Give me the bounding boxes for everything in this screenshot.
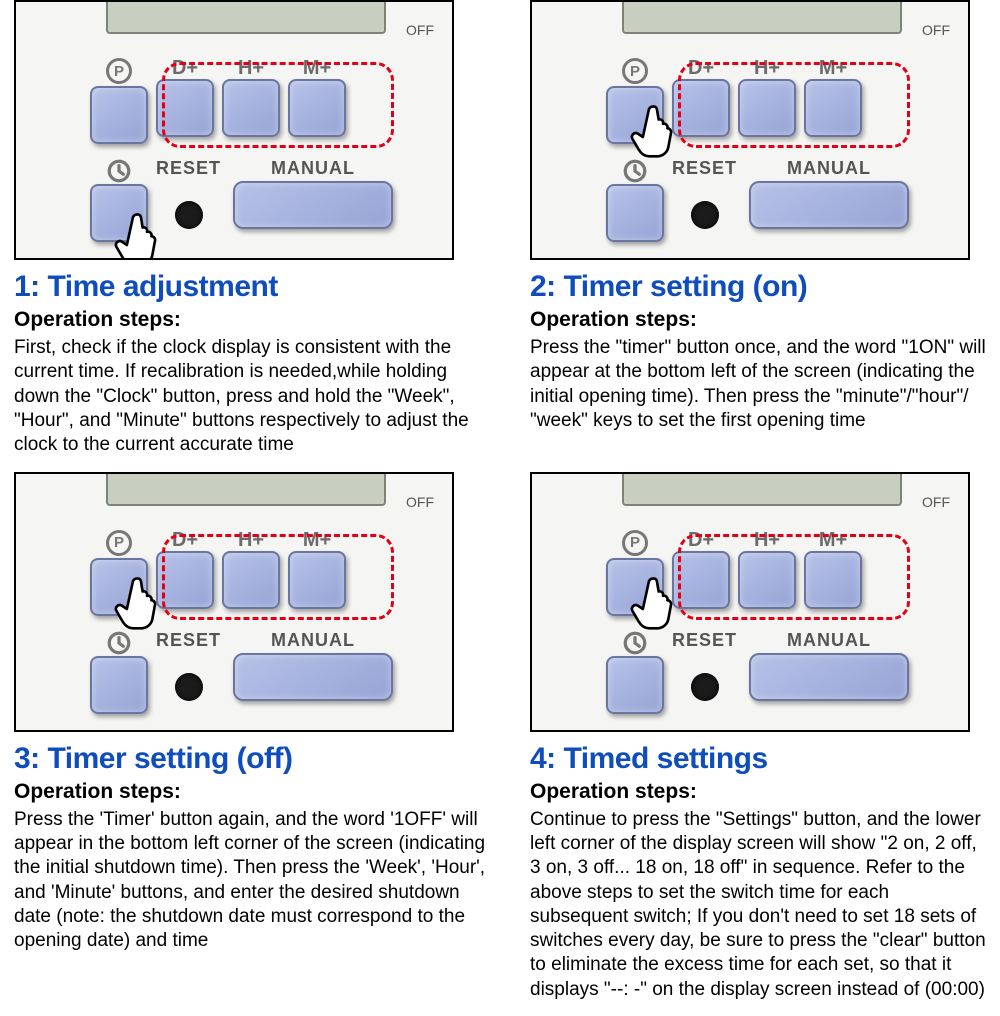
step-2-body: Press the "timer" button once, and the w… (530, 336, 986, 433)
device-panel-1: OFF P D+ H+ M+ RESET MANUAL (14, 0, 454, 260)
d-plus-label: D+ (172, 58, 198, 78)
manual-button[interactable] (233, 181, 393, 229)
p-icon: P (106, 530, 132, 556)
m-plus-button[interactable] (804, 79, 862, 137)
step-3-title: 3: Timer setting (off) (14, 742, 486, 776)
m-plus-label: M+ (303, 58, 331, 78)
step-1-title: 1: Time adjustment (14, 270, 486, 304)
step-4-title: 4: Timed settings (530, 742, 986, 776)
m-plus-button[interactable] (804, 551, 862, 609)
cell-4: OFF P D+ H+ M+ RESET MANUAL 4: Timed set… (500, 472, 1000, 1016)
lcd-off-label: OFF (922, 494, 950, 510)
h-plus-button[interactable] (738, 79, 796, 137)
manual-button[interactable] (749, 653, 909, 701)
reset-hole[interactable] (691, 673, 719, 701)
manual-button[interactable] (233, 653, 393, 701)
step-3-sub: Operation steps: (14, 780, 486, 804)
d-plus-button[interactable] (156, 551, 214, 609)
lcd-off-label: OFF (406, 22, 434, 38)
cell-2: OFF P D+ H+ M+ RESET MANUAL 2: Timer set… (500, 0, 1000, 472)
device-panel-3: OFF P D+ H+ M+ RESET MANUAL (14, 472, 454, 732)
h-plus-label: H+ (238, 58, 264, 78)
reset-hole[interactable] (175, 673, 203, 701)
button-row-2: RESET MANUAL (90, 158, 393, 242)
clock-icon (106, 630, 132, 656)
p-button[interactable] (90, 558, 148, 616)
lcd-screen (106, 0, 386, 34)
step-3-body: Press the 'Timer' button again, and the … (14, 808, 486, 954)
clock-icon (622, 630, 648, 656)
device-panel-4: OFF P D+ H+ M+ RESET MANUAL (530, 472, 970, 732)
reset-label: RESET (156, 158, 221, 179)
manual-button[interactable] (749, 181, 909, 229)
p-icon: P (622, 530, 648, 556)
clock-button[interactable] (90, 656, 148, 714)
lcd-screen (622, 472, 902, 506)
instruction-grid: OFF P D+ H+ M+ RESET MANUAL 1: Time adju… (0, 0, 1000, 1016)
step-1-sub: Operation steps: (14, 308, 486, 332)
step-4-body: Continue to press the "Settings" button,… (530, 808, 986, 1003)
d-plus-button[interactable] (156, 79, 214, 137)
h-plus-button[interactable] (222, 551, 280, 609)
lcd-off-label: OFF (406, 494, 434, 510)
m-plus-button[interactable] (288, 79, 346, 137)
clock-icon (106, 158, 132, 184)
step-2-sub: Operation steps: (530, 308, 986, 332)
clock-icon (622, 158, 648, 184)
lcd-screen (622, 0, 902, 34)
p-icon: P (622, 58, 648, 84)
p-button[interactable] (606, 86, 664, 144)
step-4-sub: Operation steps: (530, 780, 986, 804)
manual-label: MANUAL (271, 158, 355, 179)
p-button-wrap: P (90, 58, 148, 144)
p-button[interactable] (606, 558, 664, 616)
d-plus-button[interactable] (672, 79, 730, 137)
step-2-title: 2: Timer setting (on) (530, 270, 986, 304)
d-plus-button[interactable] (672, 551, 730, 609)
h-plus-button[interactable] (738, 551, 796, 609)
clock-button[interactable] (606, 184, 664, 242)
reset-hole[interactable] (175, 201, 203, 229)
clock-button[interactable] (606, 656, 664, 714)
reset-hole[interactable] (691, 201, 719, 229)
device-panel-2: OFF P D+ H+ M+ RESET MANUAL (530, 0, 970, 260)
step-1-body: First, check if the clock display is con… (14, 336, 486, 458)
lcd-off-label: OFF (922, 22, 950, 38)
m-plus-button[interactable] (288, 551, 346, 609)
p-icon: P (106, 58, 132, 84)
h-plus-button[interactable] (222, 79, 280, 137)
p-button[interactable] (90, 86, 148, 144)
clock-button[interactable] (90, 184, 148, 242)
lcd-screen (106, 472, 386, 506)
cell-1: OFF P D+ H+ M+ RESET MANUAL 1: Time adju… (0, 0, 500, 472)
cell-3: OFF P D+ H+ M+ RESET MANUAL 3: Timer set… (0, 472, 500, 1016)
button-row-1: P D+ H+ M+ (90, 58, 346, 144)
